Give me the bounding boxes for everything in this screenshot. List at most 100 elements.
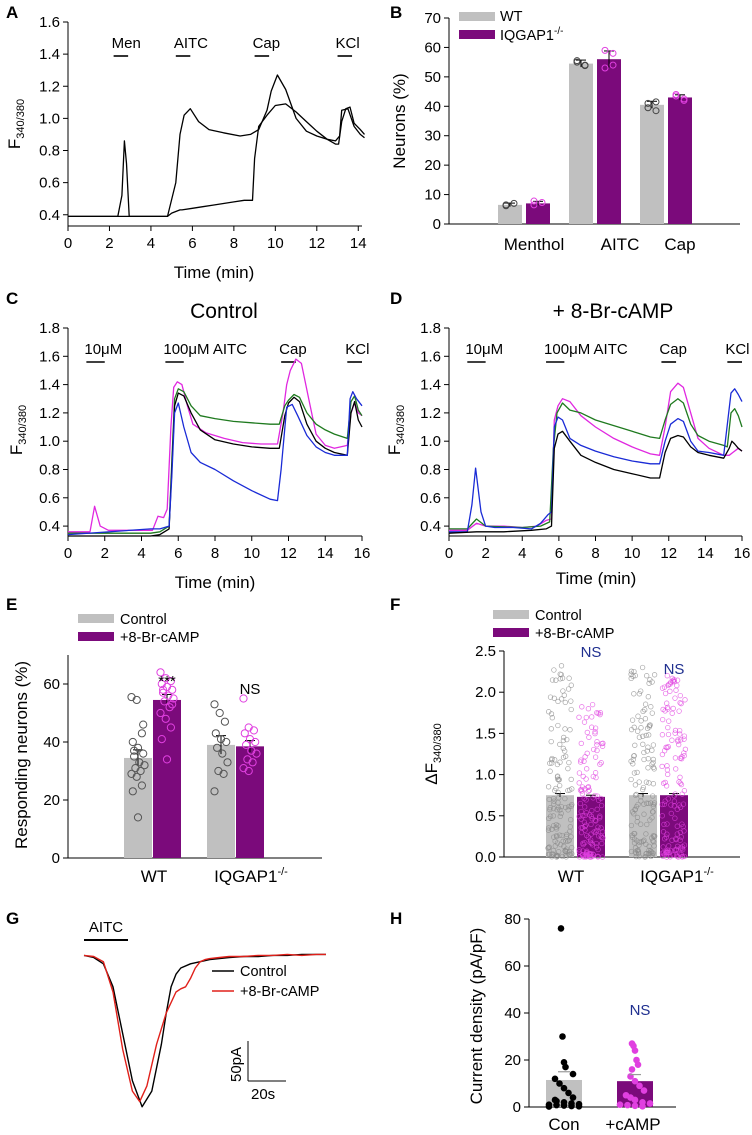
- point-f-0-127: [568, 817, 574, 823]
- point-f-2-107: [631, 836, 638, 842]
- trace-pC-black: [68, 392, 363, 537]
- y-tick-label-pF-3: 1.5: [475, 725, 496, 742]
- point-e-1-17: [159, 685, 168, 694]
- point-f-1-100: [583, 714, 589, 721]
- point-f-3-105: [681, 736, 687, 742]
- point-f-0-126: [568, 698, 574, 704]
- point-f-1-86: [585, 784, 592, 790]
- y-tick-label-pB-3: 30: [424, 128, 441, 145]
- point-f-2-104: [650, 793, 656, 799]
- x-tick-label-pD-5: 10: [624, 545, 641, 562]
- point-f-2-89: [633, 853, 639, 860]
- point-e-0-2: [137, 729, 146, 738]
- stimulus-label-pC-1: 100μM AITC: [163, 341, 247, 358]
- point-f-3-138: [669, 837, 675, 843]
- point-f-2-14: [635, 728, 641, 734]
- point-f-0-61: [557, 832, 563, 838]
- point-f-1-51: [594, 827, 600, 834]
- point-f-1-37: [593, 774, 599, 781]
- point-f-0-54: [566, 759, 572, 766]
- point-f-0-77: [559, 853, 566, 860]
- panel-h-ylabel: Current density (pA/pF): [467, 928, 486, 1105]
- point-f-1-61: [577, 759, 584, 765]
- legend-control-g: Control: [240, 964, 287, 980]
- point-f-3-130: [681, 828, 687, 834]
- point-f-1-134: [588, 831, 594, 837]
- point-f-2-57: [645, 765, 651, 771]
- point-f-2-126: [628, 822, 635, 829]
- point-f-0-37: [568, 706, 574, 713]
- point-f-3-85: [660, 844, 666, 850]
- y-tick-label-pE-1: 20: [43, 792, 60, 809]
- point-b-5-2: [672, 92, 680, 100]
- point-f-0-117: [547, 694, 554, 700]
- point-f-2-41: [643, 779, 650, 785]
- y-tick-label-pD-1: 0.6: [420, 490, 441, 507]
- point-f-2-45: [646, 724, 652, 730]
- y-tick-label-pD-7: 1.8: [420, 320, 441, 337]
- point-f-2-55: [632, 830, 638, 837]
- point-f-3-121: [661, 836, 668, 842]
- point-f-0-16: [569, 844, 575, 851]
- point-f-2-64: [641, 749, 647, 756]
- legend-cAMP-f: +8-Br-cAMP: [535, 626, 614, 642]
- point-f-2-114: [634, 847, 640, 854]
- point-f-2-132: [640, 838, 646, 844]
- point-b-2-2: [573, 57, 581, 65]
- point-e-3-3: [240, 729, 249, 738]
- point-f-2-5: [644, 821, 650, 828]
- point-f-3-68: [666, 681, 672, 687]
- point-h-1-16: [624, 1101, 631, 1109]
- point-f-3-101: [669, 737, 675, 743]
- point-b-2-3: [581, 62, 589, 70]
- point-f-1-14: [591, 746, 597, 753]
- point-e-1-5: [168, 685, 177, 694]
- stimulus-label-pD-3: KCl: [725, 341, 749, 358]
- point-b-4-3: [652, 98, 660, 106]
- x-tick-label-pA-0: 0: [64, 235, 72, 252]
- point-f-2-87: [634, 819, 640, 825]
- point-f-3-119: [682, 746, 689, 752]
- point-f-0-124: [557, 741, 563, 748]
- point-f-1-85: [593, 840, 599, 847]
- point-f-1-34: [585, 784, 591, 791]
- point-f-1-58: [592, 754, 599, 760]
- point-f-3-94: [663, 783, 670, 789]
- point-f-2-135: [630, 761, 636, 767]
- point-f-1-109: [584, 750, 590, 756]
- point-f-3-123: [666, 850, 672, 856]
- point-f-3-96: [661, 801, 668, 807]
- point-f-1-126: [582, 827, 588, 833]
- legend-wt: WT: [500, 9, 523, 25]
- point-h-0-7: [560, 1084, 568, 1092]
- point-e-1-12: [161, 714, 170, 723]
- scale-y-label: 50pA: [228, 1047, 245, 1082]
- point-f-0-76: [552, 843, 558, 849]
- point-f-2-121: [647, 817, 653, 823]
- point-f-2-111: [643, 851, 649, 857]
- point-f-0-9: [557, 782, 563, 789]
- panel-e-bar-chart: E 0 20 40 60 *** NS Responding neurons (%) Co…: [6, 595, 322, 886]
- point-e-2-8: [223, 758, 232, 767]
- point-f-2-84: [641, 837, 647, 843]
- point-f-1-98: [589, 853, 596, 860]
- y-tick-label-pA-4: 1.2: [39, 78, 60, 95]
- point-f-1-129: [588, 837, 594, 843]
- point-e-0-3: [128, 737, 137, 747]
- y-tick-label-pF-2: 1.0: [475, 767, 496, 784]
- point-f-1-81: [582, 804, 588, 810]
- y-tick-label-pC-3: 1.0: [39, 433, 60, 450]
- legend-swatch-control-f: [493, 610, 529, 619]
- point-f-0-116: [558, 803, 564, 810]
- point-f-3-47: [676, 708, 682, 714]
- point-f-2-44: [638, 794, 644, 800]
- x-tick-label-pC-0: 0: [64, 545, 72, 562]
- x-tick-label-pA-5: 10: [267, 235, 284, 252]
- panel-f-ylabel: ΔF340/380: [422, 723, 444, 785]
- point-f-1-55: [597, 813, 603, 819]
- y-tick-label-pE-2: 40: [43, 734, 60, 751]
- trace-pC-blue: [67, 391, 363, 536]
- point-f-0-65: [545, 845, 551, 851]
- point-f-0-72: [560, 745, 566, 752]
- stimulus-label-pC-0: 10μM: [84, 341, 122, 358]
